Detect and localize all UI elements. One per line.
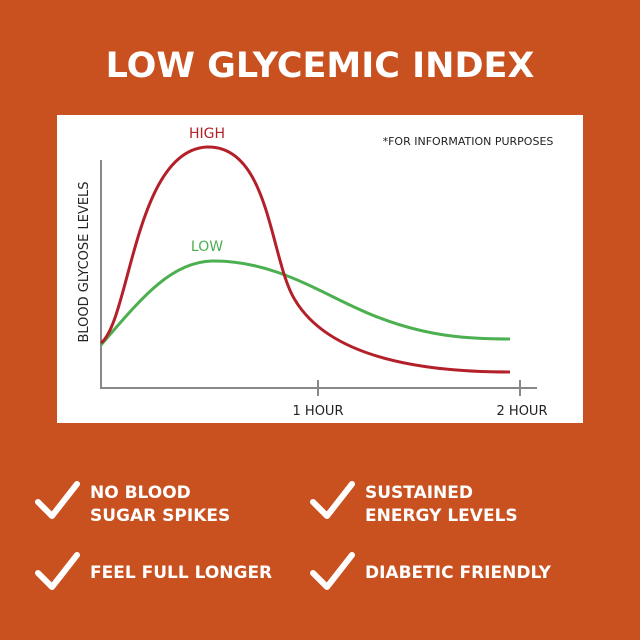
check-icon [35, 481, 80, 519]
y-label: BLOOD GLYCOSE LEVELS [77, 181, 92, 342]
benefit: ENERGY LEVELS [365, 506, 518, 526]
check-icon [310, 481, 355, 519]
title: LOW GLYCEMIC INDEX [106, 46, 535, 86]
chart-panel [57, 115, 583, 423]
x-label: 1 HOUR [293, 404, 344, 419]
high-curve [99, 145, 511, 374]
x-label: 2 HOUR [497, 404, 548, 419]
check-icon [310, 552, 355, 590]
note: *FOR INFORMATION PURPOSES [383, 135, 554, 148]
series-label: LOW [191, 239, 223, 255]
benefit: SUSTAINED [365, 483, 473, 503]
low-curve [99, 259, 511, 346]
benefit: DIABETIC FRIENDLY [365, 563, 552, 583]
check-icon [35, 552, 80, 590]
benefit: NO BLOOD [90, 483, 191, 503]
benefit: SUGAR SPIKES [90, 506, 230, 526]
benefit: FEEL FULL LONGER [90, 563, 272, 583]
series-label: HIGH [189, 126, 225, 142]
